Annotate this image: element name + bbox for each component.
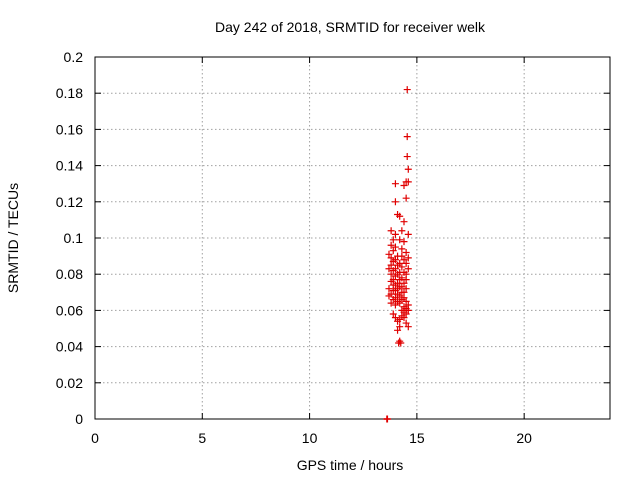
data-point — [394, 326, 402, 334]
data-point — [400, 218, 408, 226]
data-point — [404, 265, 412, 273]
data-series-srmtid — [383, 86, 412, 423]
data-point — [387, 277, 395, 285]
data-point — [387, 299, 395, 307]
data-point — [389, 267, 397, 275]
y-tick-label: 0 — [75, 411, 83, 427]
y-tick-label: 0.2 — [64, 49, 84, 65]
data-point — [398, 296, 406, 304]
data-point — [402, 319, 410, 327]
data-point — [391, 286, 399, 294]
data-point — [396, 292, 404, 300]
data-point — [394, 261, 402, 269]
data-point — [387, 227, 395, 235]
y-tick-label: 0.12 — [56, 194, 83, 210]
data-point — [404, 306, 412, 314]
y-tick-label: 0.02 — [56, 375, 83, 391]
data-point — [391, 243, 399, 251]
x-tick-label: 0 — [91, 430, 99, 446]
data-point — [404, 165, 412, 173]
data-point — [400, 314, 408, 322]
data-point — [402, 194, 410, 202]
x-axis-label: GPS time / hours — [297, 457, 404, 473]
grid-lines — [95, 57, 610, 419]
data-point — [391, 314, 399, 322]
data-point — [387, 270, 395, 278]
data-point — [402, 276, 410, 284]
data-point — [396, 323, 404, 331]
data-point — [385, 285, 393, 293]
data-point — [385, 265, 393, 273]
data-point — [396, 299, 404, 307]
data-point — [387, 261, 395, 269]
y-axis-label: SRMTID / TECUs — [5, 183, 21, 293]
data-point — [394, 317, 402, 325]
data-point — [391, 180, 399, 188]
data-point — [396, 337, 404, 345]
data-point — [396, 236, 404, 244]
data-point — [403, 153, 411, 161]
y-tick-label: 0.08 — [56, 266, 83, 282]
data-point — [398, 252, 406, 260]
data-point — [389, 310, 397, 318]
data-point — [400, 182, 408, 190]
data-point — [403, 133, 411, 141]
y-tick-label: 0.06 — [56, 302, 83, 318]
x-tick-label: 5 — [198, 430, 206, 446]
x-tick-label: 10 — [302, 430, 318, 446]
data-point — [398, 245, 406, 253]
data-point — [387, 254, 395, 262]
data-point — [403, 86, 411, 94]
data-point — [389, 296, 397, 304]
y-tick-label: 0.18 — [56, 85, 83, 101]
data-point — [389, 236, 397, 244]
data-point — [389, 247, 397, 255]
data-point — [404, 254, 412, 262]
data-point — [402, 310, 410, 318]
data-point — [404, 178, 412, 186]
y-tick-label: 0.16 — [56, 121, 83, 137]
data-point — [396, 212, 404, 220]
chart-title: Day 242 of 2018, SRMTID for receiver wel… — [215, 19, 486, 35]
data-point — [396, 276, 404, 284]
data-point — [385, 292, 393, 300]
data-point — [395, 339, 403, 347]
data-point — [402, 297, 410, 305]
y-tick-label: 0.14 — [56, 158, 83, 174]
y-tick-label: 0.04 — [56, 339, 83, 355]
data-point — [383, 415, 391, 423]
data-point — [391, 272, 399, 280]
data-point — [404, 230, 412, 238]
data-point — [404, 323, 412, 331]
data-point — [400, 238, 408, 246]
x-tick-label: 15 — [409, 430, 425, 446]
y-axis: 0 0.02 0.04 0.06 0.08 0.1 0.12 0.14 0.16 0.18 0.2 — [56, 49, 610, 427]
y-tick-label: 0.1 — [64, 230, 84, 246]
data-point — [402, 259, 410, 267]
data-point — [402, 248, 410, 256]
data-point — [391, 230, 399, 238]
data-point — [391, 198, 399, 206]
x-axis: 0 5 10 15 20 — [91, 57, 532, 446]
data-point — [398, 227, 406, 235]
data-point — [398, 263, 406, 271]
data-point — [400, 279, 408, 287]
data-point — [385, 250, 393, 258]
data-point — [387, 241, 395, 249]
x-tick-label: 20 — [516, 430, 532, 446]
data-point — [389, 258, 397, 266]
data-point — [391, 301, 399, 309]
data-point — [400, 256, 408, 264]
data-point — [402, 285, 410, 293]
